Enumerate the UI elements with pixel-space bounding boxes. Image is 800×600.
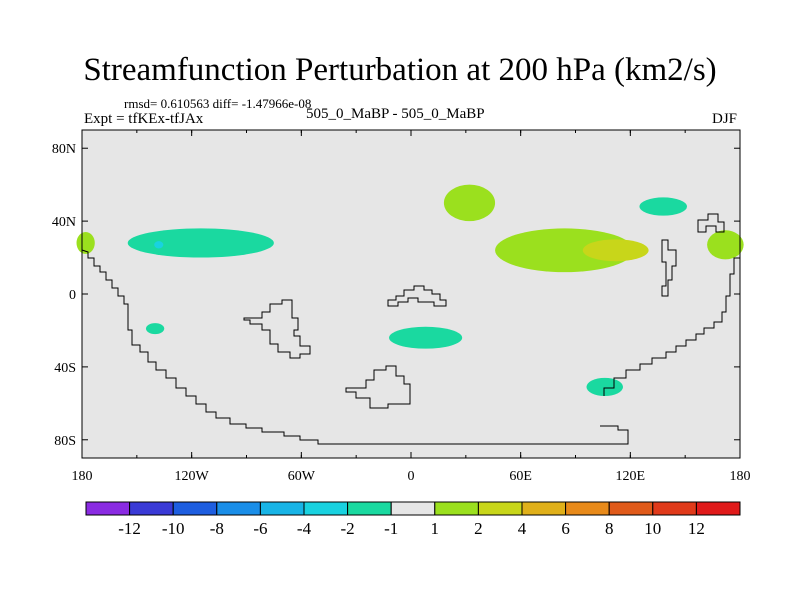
- colorbar: -12 -10 -8 -6 -4 -2 -1 1 2 4 6 8 10 12: [85, 501, 741, 538]
- x-tick-label: 180: [730, 469, 751, 484]
- colorbar-label: 1: [431, 519, 440, 538]
- x-tick-label: 0: [408, 469, 415, 484]
- anomaly-region-8: [76, 232, 95, 254]
- y-tick-label: 40N: [52, 215, 76, 230]
- colorbar-swatch: [347, 501, 392, 516]
- colorbar-label: -8: [210, 519, 224, 538]
- colorbar-label: -2: [341, 519, 355, 538]
- colorbar-swatch: [390, 501, 436, 516]
- coastline-africa: [387, 285, 447, 307]
- coastline-layer: [81, 213, 740, 445]
- colorbar-swatch: [259, 501, 305, 516]
- x-tick-label: 120E: [616, 469, 646, 484]
- colorbar-swatch: [85, 501, 131, 516]
- coastline-japan: [661, 239, 677, 297]
- plot-title: Streamfunction Perturbation at 200 hPa (…: [83, 52, 717, 88]
- case-label: 505_0_MaBP - 505_0_MaBP: [306, 106, 485, 122]
- y-tick-label: 40S: [54, 361, 76, 376]
- colorbar-label: 8: [605, 519, 614, 538]
- y-tick-label: 0: [69, 288, 76, 303]
- colorbar-swatch: [216, 501, 261, 516]
- coastline-south-america: [243, 299, 311, 359]
- colorbar-label: 10: [644, 519, 661, 538]
- colorbar-label: -10: [162, 519, 185, 538]
- colorbar-swatch: [129, 501, 174, 516]
- anomaly-region-3: [443, 184, 496, 222]
- colorbar-swatch: [477, 501, 523, 516]
- anomaly-region-6: [639, 197, 687, 216]
- coastline-antarctica: [330, 425, 629, 445]
- x-axis: 180 120W 60W 0 60E 120E 180: [72, 130, 751, 484]
- season-label: DJF: [712, 111, 738, 127]
- colorbar-label: 4: [518, 519, 527, 538]
- x-tick-label: 60E: [509, 469, 532, 484]
- colorbar-swatch: [521, 501, 567, 516]
- colorbar-swatch: [608, 501, 654, 516]
- colorbar-swatch: [652, 501, 697, 516]
- anomaly-region-10: [586, 377, 624, 397]
- anomaly-region-4: [495, 228, 634, 273]
- anomaly-region-9: [389, 326, 463, 349]
- colorbar-swatch: [695, 501, 741, 516]
- colorbar-swatch: [565, 501, 610, 516]
- coastline-east-asia: [697, 213, 725, 233]
- anomaly-region-0: [127, 228, 274, 258]
- coastline-americas: [81, 249, 330, 445]
- colorbar-label: 12: [688, 519, 705, 538]
- coastline-asia-australia: [603, 257, 740, 396]
- colorbar-swatch: [172, 501, 218, 516]
- colorbar-label: -12: [118, 519, 141, 538]
- colorbar-swatch: [434, 501, 479, 516]
- anomaly-region-1: [154, 241, 164, 249]
- y-tick-label: 80S: [54, 434, 76, 449]
- x-tick-label: 120W: [175, 469, 210, 484]
- y-axis: 80N 40N 0 40S 80S: [52, 142, 740, 449]
- colorbar-label: -1: [384, 519, 398, 538]
- colorbar-label: -4: [297, 519, 312, 538]
- experiment-label: Expt = tfKEx-tfJAx: [84, 111, 204, 127]
- x-tick-label: 180: [72, 469, 93, 484]
- map-background: [82, 130, 740, 458]
- x-tick-label: 60W: [288, 469, 316, 484]
- anomaly-layer: [76, 184, 744, 397]
- colorbar-swatch: [303, 501, 349, 516]
- colorbar-label: 6: [561, 519, 570, 538]
- stats-line: rmsd= 0.610563 diff= -1.47966e-08: [124, 96, 312, 111]
- colorbar-label: 2: [474, 519, 483, 538]
- coastline-island: [345, 365, 411, 409]
- anomaly-region-7: [707, 230, 744, 260]
- anomaly-region-5: [582, 239, 649, 262]
- colorbar-label: -6: [253, 519, 267, 538]
- anomaly-region-2: [145, 323, 165, 335]
- y-tick-label: 80N: [52, 142, 76, 157]
